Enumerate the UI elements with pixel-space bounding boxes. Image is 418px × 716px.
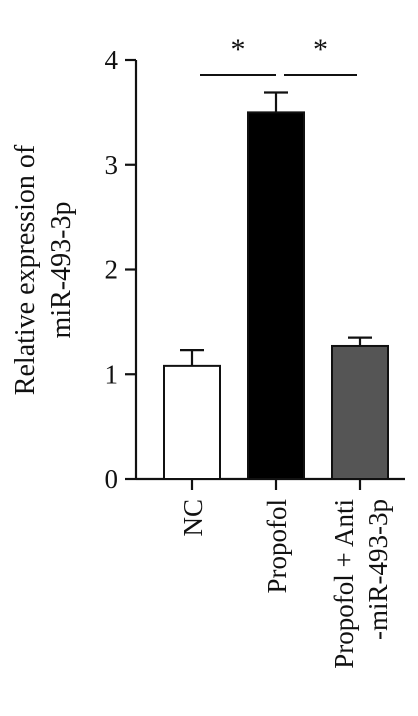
- category-label: Propofol + Anti -miR-493-3p: [329, 499, 393, 669]
- y-tick-label: 2: [105, 255, 119, 285]
- y-tick-label: 0: [105, 464, 119, 494]
- bar: [247, 111, 305, 480]
- error-bars: [180, 91, 372, 366]
- y-axis-title-line: Relative expression of: [10, 144, 41, 395]
- bar: [163, 364, 221, 480]
- y-axis-title: Relative expression of miR-493-3p: [10, 144, 77, 395]
- category-label: Propofol: [262, 499, 292, 594]
- category-label: NC: [178, 499, 208, 537]
- y-axis-title-line: miR-493-3p: [46, 202, 77, 339]
- y-tick-label: 3: [105, 150, 119, 180]
- y-axis-label: Relative expression of miR-493-3p: [10, 144, 77, 395]
- category-label-line: Propofol + Anti: [329, 499, 359, 669]
- category-label-line: Propofol: [262, 499, 292, 594]
- bars: [163, 111, 389, 480]
- category-label-line: -miR-493-3p: [363, 499, 393, 640]
- category-label-line: NC: [178, 499, 208, 537]
- y-tick-label: 4: [105, 45, 119, 75]
- y-tick-label: 1: [105, 359, 119, 389]
- significance-label: *: [313, 33, 328, 66]
- bar: [331, 344, 389, 480]
- significance-annotations: * *: [200, 33, 357, 76]
- category-labels: NC Propofol Propofol + Anti -miR-493-3p: [178, 499, 393, 669]
- significance-label: *: [231, 33, 246, 66]
